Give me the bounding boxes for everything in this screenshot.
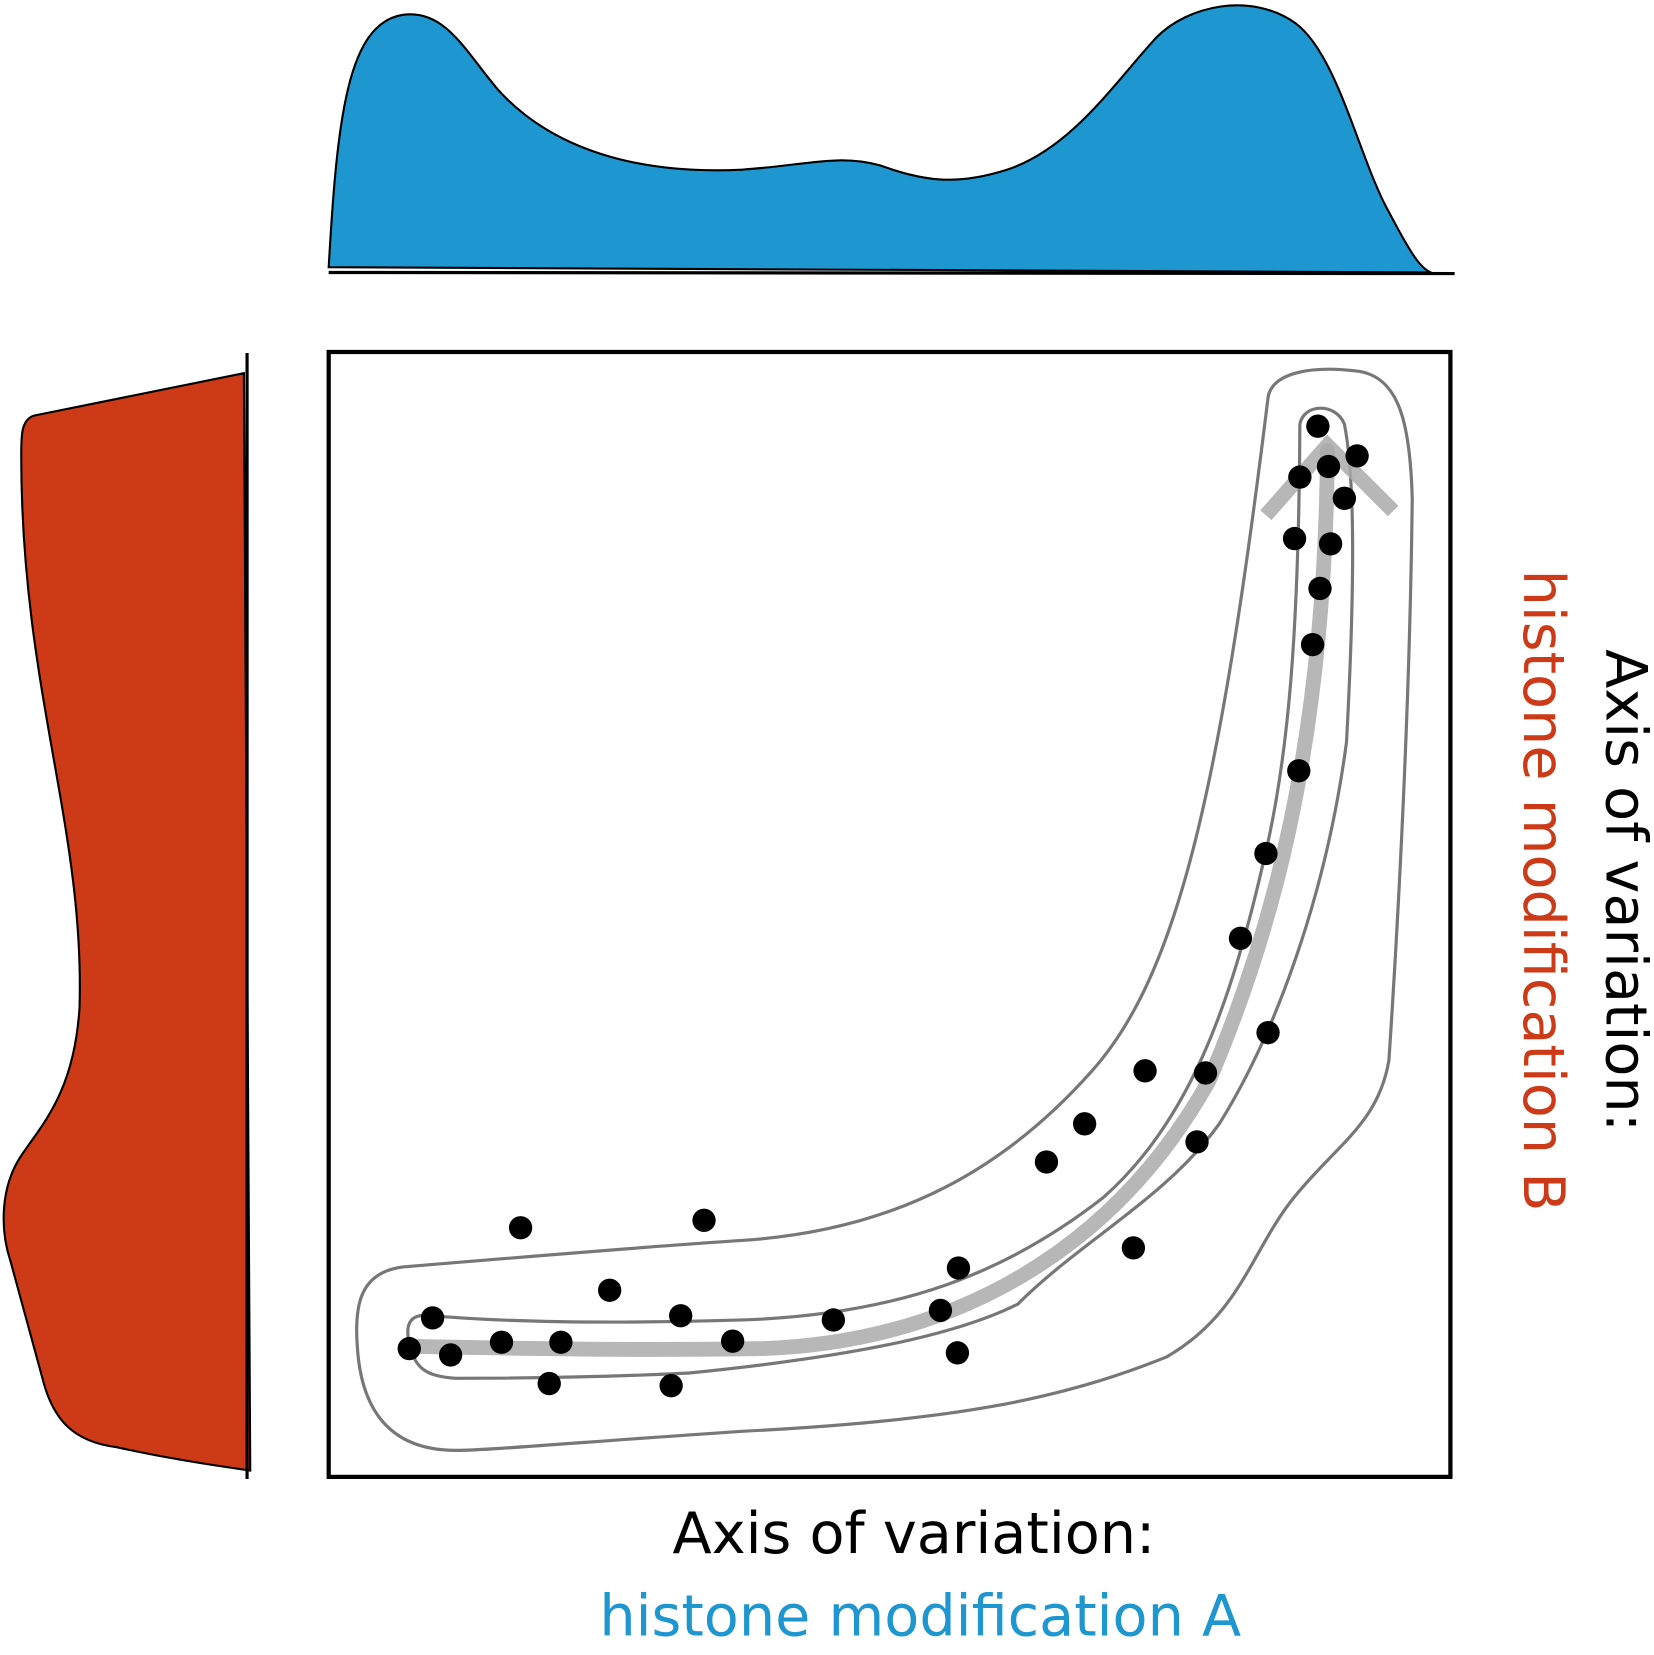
point — [1256, 1020, 1280, 1045]
point — [1306, 414, 1330, 438]
trajectory — [411, 443, 1335, 1357]
point — [946, 1256, 971, 1280]
cell-points — [397, 414, 1369, 1398]
point — [438, 1343, 463, 1367]
trajectory-arrowhead — [1260, 434, 1399, 521]
density-a-baseline — [328, 270, 1455, 276]
point — [1185, 1130, 1209, 1154]
y-axis-label: histone modification B — [1510, 570, 1577, 1212]
outer-contour — [355, 367, 1414, 1452]
point — [1308, 576, 1332, 601]
point — [1228, 926, 1253, 950]
point — [1254, 841, 1278, 866]
point — [508, 1216, 533, 1240]
point — [928, 1298, 953, 1323]
point — [1287, 759, 1311, 783]
point — [1282, 526, 1307, 551]
point — [1300, 632, 1325, 657]
inner-contour — [406, 406, 1355, 1380]
x-axis-label: Axis of variation: — [673, 1500, 1156, 1567]
point — [945, 1341, 970, 1365]
point — [1332, 486, 1357, 510]
point — [659, 1374, 683, 1398]
point — [549, 1330, 573, 1354]
point — [537, 1371, 561, 1396]
point — [1072, 1112, 1097, 1136]
point — [1318, 532, 1343, 556]
point — [692, 1208, 716, 1232]
point — [397, 1336, 421, 1361]
point — [1193, 1061, 1218, 1085]
point — [597, 1278, 622, 1302]
point — [1133, 1059, 1157, 1083]
point — [420, 1306, 445, 1330]
point — [1121, 1236, 1146, 1260]
y-axis-label: Axis of variation: — [1593, 649, 1654, 1132]
density-b — [2, 371, 252, 1472]
point — [669, 1304, 693, 1328]
point — [821, 1308, 846, 1332]
point — [1316, 454, 1341, 479]
point — [1288, 465, 1312, 489]
scatter-frame — [326, 349, 1453, 1480]
point — [720, 1329, 745, 1353]
x-axis-label: histone modification A — [599, 1583, 1241, 1650]
point — [1345, 444, 1369, 468]
point — [489, 1330, 514, 1354]
density-a — [327, 4, 1432, 274]
point — [1034, 1150, 1059, 1174]
